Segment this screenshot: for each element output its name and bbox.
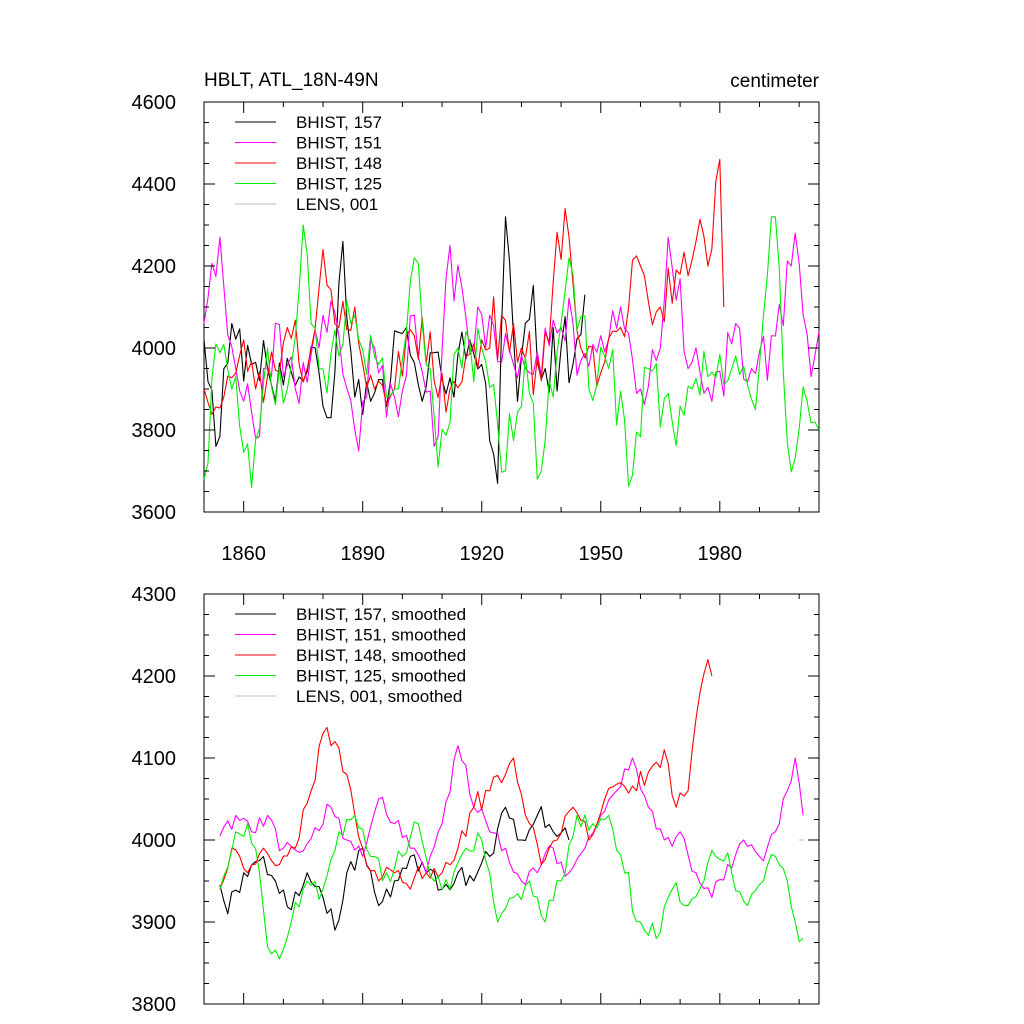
- legend-label: LENS, 001, smoothed: [296, 687, 462, 706]
- legend-label: LENS, 001: [296, 195, 378, 214]
- y-tick-label: 4300: [132, 584, 177, 606]
- legend-label: BHIST, 157: [296, 113, 382, 132]
- y-tick-label: 4600: [132, 92, 177, 114]
- y-tick-label: 3900: [132, 912, 177, 934]
- legend-label: BHIST, 125: [296, 175, 382, 194]
- x-tick-label: 1890: [340, 543, 385, 565]
- legend-label: BHIST, 157, smoothed: [296, 605, 466, 624]
- series-line-1-0: [219, 806, 570, 931]
- panel-top: HBLT, ATL_18N-49N centimeter 3600 3800 400…: [132, 70, 820, 565]
- top-chart-units: centimeter: [730, 71, 819, 92]
- top-chart-title: HBLT, ATL_18N-49N: [204, 70, 379, 91]
- panel-bottom: 3800 3900 4000 4100 4200 4300 BHIST, 157, smo…: [132, 584, 820, 1016]
- legend-label: BHIST, 125, smoothed: [296, 667, 466, 686]
- x-tick-label: 1950: [579, 543, 624, 565]
- series-line-1-3: [219, 814, 804, 960]
- top-plot-ticks: 3600 3800 4000 4200 4400 4600 1860 1890 1920 1950…: [132, 92, 819, 565]
- series-line-0-1: [203, 232, 820, 452]
- y-tick-label: 3800: [132, 994, 177, 1016]
- series-line-0-3: [203, 216, 820, 488]
- series-line-1-2: [219, 659, 713, 890]
- legend-label: BHIST, 151, smoothed: [296, 626, 466, 645]
- y-tick-label: 4100: [132, 748, 177, 770]
- x-tick-label: 1980: [698, 543, 743, 565]
- bottom-plot-ticks: 3800 3900 4000 4100 4200 4300: [132, 584, 819, 1016]
- y-tick-label: 4400: [132, 174, 177, 196]
- y-tick-label: 4000: [132, 830, 177, 852]
- legend-label: BHIST, 148, smoothed: [296, 646, 466, 665]
- bottom-legend: BHIST, 157, smoothed BHIST, 151, smoothed…: [235, 605, 466, 706]
- x-tick-label: 1860: [221, 543, 266, 565]
- y-tick-label: 4200: [132, 666, 177, 688]
- y-tick-label: 3600: [132, 502, 177, 524]
- y-tick-label: 4200: [132, 256, 177, 278]
- y-tick-label: 3800: [132, 420, 177, 442]
- series-line-0-2: [203, 158, 725, 415]
- top-plot-lines: [203, 158, 820, 488]
- legend-label: BHIST, 148: [296, 154, 382, 173]
- bottom-plot-lines: [219, 659, 804, 960]
- x-tick-label: 1920: [459, 543, 504, 565]
- series-line-0-0: [203, 216, 586, 484]
- legend-label: BHIST, 151: [296, 134, 382, 153]
- y-tick-label: 4000: [132, 338, 177, 360]
- series-line-1-1: [219, 745, 804, 898]
